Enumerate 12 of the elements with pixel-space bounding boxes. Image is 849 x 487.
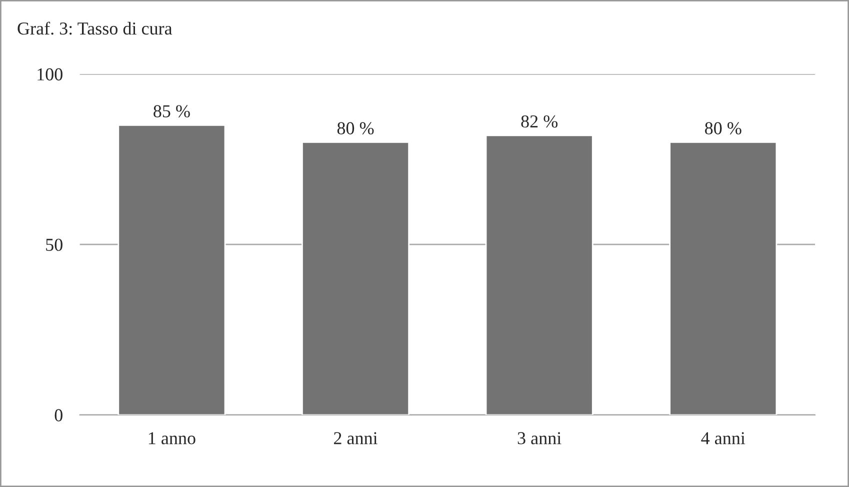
x-tick-label: 1 anno [148, 432, 196, 444]
data-label: 80 % [705, 122, 742, 134]
data-label: 80 % [337, 122, 374, 134]
y-tick-label: 100 [38, 68, 62, 80]
x-tick-label: 2 anni [334, 432, 378, 444]
data-label: 82 % [521, 115, 558, 128]
y-tick-label: 0 [54, 409, 62, 422]
y-tick-label: 50 [46, 238, 62, 251]
chart-title: Graf. 3: Tasso di cura [18, 22, 172, 35]
data-label: 85 % [154, 105, 190, 118]
x-tick-label: 4 anni [701, 432, 746, 444]
x-tick-label: 3 anni [518, 432, 562, 444]
